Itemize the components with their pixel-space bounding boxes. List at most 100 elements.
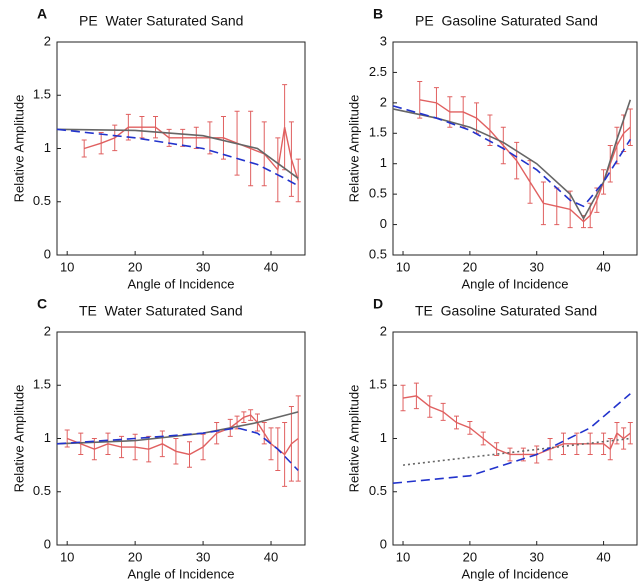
error-bar: [560, 432, 566, 455]
x-tick-label: 10: [396, 549, 410, 564]
y-tick-label: 2: [380, 94, 387, 109]
panel: D TE Gasoline Saturated Sand Angle of Inci…: [346, 296, 638, 581]
error-bar: [248, 409, 254, 421]
y-tick-label: 3: [380, 33, 387, 48]
error-bar: [248, 110, 254, 187]
error-bar: [295, 158, 301, 203]
panel: C TE Water Saturated Sand Angle of Inciden…: [11, 296, 306, 581]
panel-title: PE Gasoline Saturated Sand: [415, 13, 598, 29]
x-tick-label: 30: [529, 259, 543, 274]
error-bar: [81, 139, 87, 158]
error-bar: [241, 411, 247, 424]
series-line: [419, 99, 631, 223]
y-tick-label: 0.5: [369, 186, 387, 201]
y-tick-label: 0.5: [369, 483, 387, 498]
error-bar: [186, 441, 192, 468]
error-bar: [527, 160, 533, 204]
error-bar: [261, 422, 267, 445]
series-line: [392, 105, 631, 208]
error-bar: [98, 132, 104, 155]
y-tick-label: 1.5: [369, 125, 387, 140]
error-bar: [78, 432, 84, 455]
x-tick-label: 10: [396, 259, 410, 274]
series-line: [402, 395, 631, 456]
error-bar: [295, 395, 301, 482]
error-bar: [467, 420, 473, 435]
y-tick-label: 1: [44, 140, 51, 155]
x-tick-label: 40: [264, 259, 278, 274]
y-tick-label: 1.5: [33, 377, 51, 392]
x-axis-label: Angle of Incidence: [462, 276, 569, 291]
series-line: [83, 126, 299, 181]
x-tick-label: 10: [60, 549, 74, 564]
error-bar: [105, 432, 111, 455]
error-bar: [146, 435, 152, 463]
plot-frame: [392, 41, 638, 256]
y-tick-label: 2: [44, 323, 51, 338]
y-tick-label: 1.5: [369, 377, 387, 392]
plot-frame: [392, 331, 638, 546]
error-bar: [454, 415, 460, 430]
series-line: [56, 128, 299, 187]
x-tick-label: 30: [196, 259, 210, 274]
error-bar: [159, 430, 165, 458]
error-bar: [153, 116, 159, 139]
error-bar: [574, 432, 580, 455]
error-bar: [627, 422, 633, 445]
y-tick-label: 1.5: [33, 87, 51, 102]
x-tick-label: 30: [529, 549, 543, 564]
y-tick-label: 0: [380, 216, 387, 231]
x-tick-label: 10: [60, 259, 74, 274]
y-tick-label: 2: [380, 323, 387, 338]
x-tick-label: 40: [596, 259, 610, 274]
x-axis-label: Angle of Incidence: [462, 566, 569, 581]
x-axis-label: Angle of Incidence: [128, 276, 235, 291]
x-tick-label: 40: [596, 549, 610, 564]
error-bar: [400, 384, 406, 412]
panel-label: B: [373, 6, 383, 22]
error-bar: [601, 432, 607, 455]
error-bar: [500, 126, 506, 165]
y-tick-label: 0.5: [33, 193, 51, 208]
error-bar: [427, 395, 433, 418]
panel-label: D: [373, 296, 383, 312]
panel-title: TE Water Saturated Sand: [79, 303, 243, 319]
error-bar: [587, 432, 593, 455]
panel-title: TE Gasoline Saturated Sand: [415, 303, 597, 319]
error-bar: [567, 190, 573, 229]
panel-label: C: [37, 296, 47, 312]
x-tick-label: 40: [264, 549, 278, 564]
y-tick-label: 0: [380, 536, 387, 551]
error-bar: [288, 406, 294, 482]
error-bar: [268, 427, 274, 461]
y-tick-label: 0.5: [369, 246, 387, 261]
error-bar: [607, 438, 613, 461]
y-axis-label: Relative Amplitude: [11, 95, 26, 203]
x-tick-label: 20: [128, 259, 142, 274]
x-tick-label: 20: [463, 259, 477, 274]
error-bar: [621, 427, 627, 450]
x-tick-label: 20: [128, 549, 142, 564]
error-bar: [139, 116, 145, 139]
y-tick-label: 0: [44, 536, 51, 551]
error-bar: [282, 422, 288, 487]
y-tick-label: 1: [380, 430, 387, 445]
error-bar: [417, 81, 423, 119]
series-line: [392, 393, 631, 485]
error-bar: [480, 431, 486, 446]
series-line: [56, 411, 299, 445]
error-bar: [200, 433, 206, 461]
error-bar: [288, 121, 294, 197]
panel-label: A: [37, 6, 47, 22]
error-bar: [494, 442, 500, 457]
error-bar: [440, 402, 446, 421]
y-tick-label: 2: [44, 33, 51, 48]
panel: A PE Water Saturated Sand Angle of Inciden…: [11, 6, 306, 291]
panel: B PE Gasoline Saturated Sand Angle of Inci…: [346, 6, 638, 291]
error-bar: [547, 438, 553, 461]
series-line: [56, 427, 299, 472]
panel-title: PE Water Saturated Sand: [79, 13, 243, 29]
series-line: [56, 128, 299, 179]
error-bar: [514, 141, 520, 180]
